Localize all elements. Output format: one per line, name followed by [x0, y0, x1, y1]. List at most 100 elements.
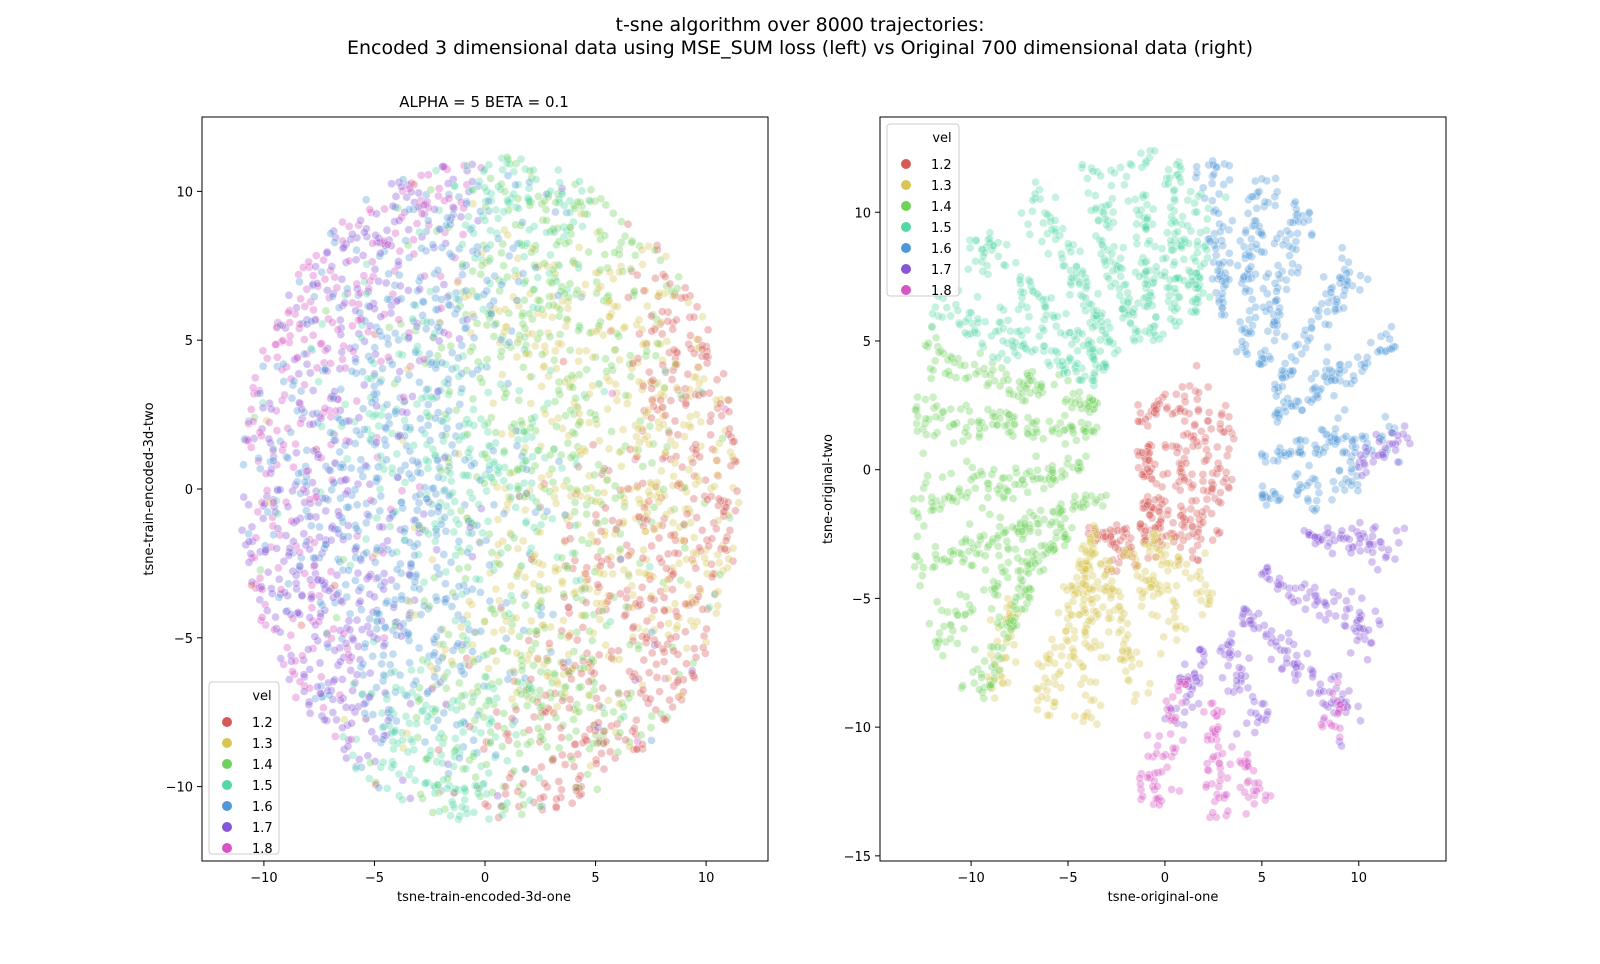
- scatter-point: [731, 506, 740, 516]
- scatter-point: [385, 660, 395, 670]
- scatter-point: [1157, 482, 1167, 492]
- scatter-point: [320, 365, 330, 375]
- scatter-point: [508, 244, 518, 253]
- scatter-point: [360, 337, 369, 346]
- scatter-point: [1198, 518, 1208, 527]
- scatter-point: [1004, 473, 1014, 483]
- scatter-point: [522, 239, 532, 248]
- scatter-point: [615, 728, 625, 738]
- scatter-point: [588, 381, 597, 391]
- scatter-point: [924, 338, 933, 348]
- scatter-point: [654, 339, 663, 349]
- scatter-point: [557, 553, 567, 563]
- scatter-point: [666, 634, 675, 643]
- scatter-point: [439, 162, 449, 172]
- scatter-point: [415, 227, 424, 237]
- scatter-point: [1030, 559, 1040, 568]
- scatter-point: [408, 392, 417, 401]
- scatter-point: [659, 593, 669, 602]
- scatter-point: [1200, 548, 1210, 558]
- scatter-point: [641, 638, 651, 648]
- scatter-point: [511, 159, 521, 168]
- scatter-point: [682, 644, 692, 653]
- scatter-point: [536, 712, 545, 722]
- scatter-point: [657, 307, 667, 316]
- scatter-point: [421, 455, 431, 465]
- scatter-point: [674, 549, 683, 558]
- scatter-point: [1089, 376, 1099, 386]
- scatter-point: [423, 711, 433, 721]
- scatter-point: [407, 764, 416, 774]
- scatter-point: [480, 165, 489, 174]
- scatter-point: [1123, 675, 1133, 685]
- scatter-point: [1030, 345, 1040, 354]
- scatter-point: [436, 303, 446, 313]
- scatter-point: [595, 615, 605, 624]
- scatter-point: [379, 584, 388, 594]
- scatter-point: [428, 240, 438, 249]
- legend-marker-1-7: [222, 822, 232, 832]
- scatter-point: [655, 687, 664, 696]
- scatter-point: [672, 383, 682, 393]
- scatter-point: [666, 506, 676, 516]
- scatter-point: [646, 723, 656, 732]
- scatter-point: [434, 191, 443, 201]
- scatter-point: [1145, 448, 1154, 458]
- scatter-point: [514, 395, 524, 405]
- scatter-point: [416, 789, 425, 799]
- scatter-point: [630, 444, 640, 454]
- scatter-point: [397, 728, 407, 738]
- scatter-point: [584, 690, 594, 700]
- scatter-point: [491, 656, 501, 666]
- scatter-point: [948, 493, 958, 503]
- scatter-point: [490, 558, 500, 568]
- scatter-point: [500, 305, 510, 314]
- scatter-point: [358, 367, 367, 377]
- scatter-point: [525, 795, 535, 805]
- scatter-point: [926, 374, 936, 383]
- scatter-point: [718, 434, 727, 443]
- scatter-point: [1020, 396, 1030, 406]
- scatter-point: [559, 589, 568, 599]
- scatter-point: [302, 466, 312, 476]
- scatter-point: [484, 196, 493, 206]
- scatter-point: [383, 240, 393, 249]
- scatter-point: [460, 783, 469, 793]
- scatter-point: [615, 699, 624, 709]
- scatter-point: [1126, 533, 1135, 543]
- scatter-point: [723, 395, 733, 405]
- scatter-point: [715, 570, 725, 580]
- scatter-point: [1175, 555, 1185, 564]
- scatter-point: [1054, 608, 1063, 618]
- scatter-point: [276, 654, 286, 663]
- scatter-point: [983, 493, 993, 502]
- scatter-point: [403, 747, 413, 757]
- scatter-point: [353, 642, 363, 651]
- scatter-point: [700, 491, 710, 501]
- scatter-point: [382, 400, 392, 409]
- scatter-point: [1192, 361, 1201, 371]
- scatter-point: [406, 735, 416, 744]
- scatter-point: [414, 188, 424, 198]
- scatter-point: [447, 656, 456, 666]
- scatter-point: [482, 650, 492, 659]
- scatter-point: [958, 436, 968, 446]
- scatter-point: [482, 789, 491, 799]
- scatter-point: [520, 572, 530, 582]
- scatter-point: [376, 410, 386, 420]
- scatter-point: [937, 606, 947, 615]
- scatter-point: [646, 694, 655, 704]
- scatter-point: [574, 346, 584, 356]
- scatter-point: [283, 591, 293, 601]
- scatter-point: [276, 585, 286, 594]
- scatter-point: [407, 665, 416, 675]
- scatter-point: [571, 726, 581, 736]
- scatter-point: [659, 714, 669, 724]
- scatter-point: [545, 639, 554, 648]
- scatter-point: [531, 639, 540, 648]
- scatter-point: [531, 263, 541, 272]
- scatter-point: [953, 610, 962, 620]
- scatter-point: [702, 624, 711, 634]
- scatter-point: [471, 772, 481, 782]
- scatter-point: [563, 563, 572, 573]
